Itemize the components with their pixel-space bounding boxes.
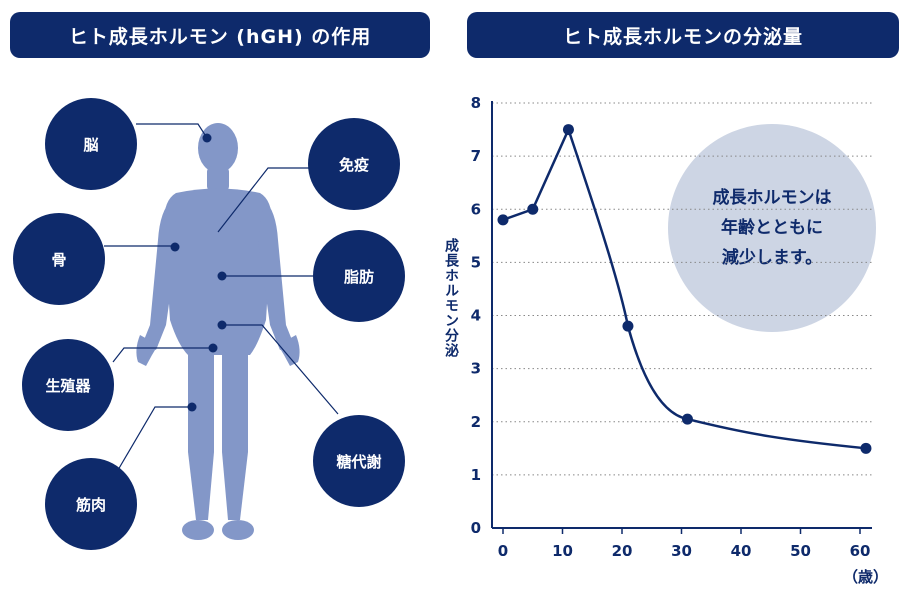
x-tick-label-10: 10 (552, 542, 573, 560)
y-tick-label-7: 7 (471, 147, 481, 165)
x-tick-label-30: 30 (671, 542, 692, 560)
organ-reproductive: 生殖器 (22, 339, 114, 431)
organ-immunity: 免疫 (308, 118, 400, 210)
callout-line-2: 年齢とともに (721, 218, 823, 238)
organ-metabolism-label: 糖代謝 (336, 452, 382, 471)
left-panel-title: ヒト成長ホルモン (hGH) の作用 (10, 12, 430, 58)
point-muscle (187, 402, 197, 412)
y-tick-label-3: 3 (471, 360, 481, 378)
organ-fat: 脂肪 (313, 230, 405, 322)
y-tick-label-1: 1 (471, 466, 481, 484)
data-point-31 (681, 413, 693, 425)
y-tick-label-2: 2 (471, 413, 481, 431)
connector-muscle (117, 406, 192, 471)
connector-reproductive (112, 347, 213, 363)
y-tick-label-0: 0 (471, 519, 481, 537)
organ-fat-label: 脂肪 (343, 267, 374, 286)
callout-line-3: 減少します。 (721, 248, 823, 268)
series-line (502, 126, 867, 450)
callout-line-1: 成長ホルモンは (712, 188, 832, 208)
organ-muscle-label: 筋肉 (75, 495, 106, 514)
organ-reproductive-label: 生殖器 (45, 376, 91, 395)
data-point-5 (527, 203, 539, 215)
point-fat (217, 271, 227, 281)
x-axis-unit: （歳） (843, 568, 889, 586)
x-tick-label-20: 20 (612, 542, 633, 560)
x-tick-label-50: 50 (790, 542, 811, 560)
y-tick-label-8: 8 (471, 94, 481, 112)
organ-brain-label: 脳 (83, 135, 99, 154)
point-metabolism (217, 320, 227, 330)
data-point-11 (562, 124, 574, 136)
y-axis-label: 成長ホルモン分泌 (443, 238, 459, 358)
y-tick-label-4: 4 (471, 307, 481, 325)
organ-bone-label: 骨 (51, 250, 67, 269)
x-tick-label-40: 40 (731, 542, 752, 560)
callout-bubble: 成長ホルモンは 年齢とともに 減少します。 (668, 124, 876, 332)
organ-metabolism: 糖代謝 (313, 415, 405, 507)
connector-immunity (217, 167, 310, 233)
organ-muscle: 筋肉 (45, 458, 137, 550)
data-point-21 (622, 320, 634, 332)
right-panel-title: ヒト成長ホルモンの分泌量 (467, 12, 899, 58)
data-point-0 (497, 214, 509, 226)
y-tick-label-6: 6 (471, 200, 481, 218)
point-brain (202, 133, 212, 143)
connector-metabolism (222, 324, 339, 415)
body-silhouette (136, 123, 300, 540)
connector-brain (136, 123, 208, 139)
organ-bone: 骨 (13, 213, 105, 305)
y-tick-label-5: 5 (471, 253, 481, 271)
x-tick-label-60: 60 (850, 542, 871, 560)
organ-brain: 脳 (45, 98, 137, 190)
x-tick-label-0: 0 (498, 542, 508, 560)
data-point-61 (860, 442, 872, 454)
point-bone (170, 242, 180, 252)
point-reproductive (208, 343, 218, 353)
organ-immunity-label: 免疫 (338, 155, 369, 174)
